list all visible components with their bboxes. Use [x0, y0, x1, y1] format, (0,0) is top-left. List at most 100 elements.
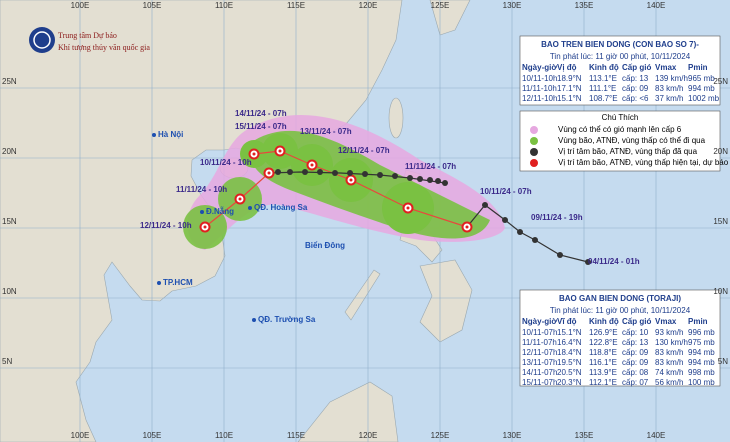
past-position: [317, 169, 323, 175]
longitude-label: 135E: [575, 1, 594, 10]
longitude-label: 125E: [431, 431, 450, 440]
past-position: [442, 180, 448, 186]
past-position: [302, 169, 308, 175]
table-cell: 19.5°N: [557, 358, 582, 367]
table-header: Vmax: [655, 63, 677, 72]
past-position: [407, 175, 413, 181]
past-position: [427, 177, 433, 183]
past-position: [377, 172, 383, 178]
table-cell: 965 mb: [688, 74, 715, 83]
table-cell: 111.1°E: [589, 84, 616, 93]
legend-item: Vị trí tâm bão, ATNĐ, vùng thấp đã qua: [558, 147, 698, 156]
longitude-label: 140E: [647, 431, 666, 440]
longitude-label: 130E: [503, 1, 522, 10]
table-cell: 118.8°E: [589, 348, 617, 357]
table-header: Ngày-giờ: [522, 63, 557, 72]
longitude-label: 135E: [575, 431, 594, 440]
logo-ring: [33, 31, 51, 49]
track-label: 10/11/24 - 10h: [200, 158, 252, 167]
past-position: [275, 169, 281, 175]
longitude-label: 115E: [287, 431, 305, 440]
track-label: 12/11/24 - 07h: [338, 146, 390, 155]
table-cell: 11/11-07h: [522, 338, 557, 347]
latitude-label: 20N: [2, 147, 17, 156]
track-label: 04/11/24 - 01h: [588, 257, 640, 266]
legend-swatch: [530, 148, 538, 156]
legend-swatch: [530, 159, 538, 167]
track-label: 09/11/24 - 19h: [531, 213, 583, 222]
table-header: Vmax: [655, 317, 677, 326]
table-cell: 108.7°E: [589, 94, 618, 103]
storm-core: [310, 163, 314, 167]
longitude-label: 120E: [359, 431, 378, 440]
longitude-label: 100E: [71, 431, 90, 440]
past-position: [392, 173, 398, 179]
longitude-label: 140E: [647, 1, 666, 10]
legend-swatch: [530, 126, 538, 134]
table-box: [519, 289, 721, 387]
table-cell: 975 mb: [688, 338, 715, 347]
table-cell: 18.9°N: [557, 74, 582, 83]
table-cell: 126.9°E: [589, 328, 618, 337]
table-cell: 116.1°E: [589, 358, 617, 367]
track-label: 11/11/24 - 10h: [176, 185, 227, 194]
table-cell: 994 mb: [688, 84, 715, 93]
legend-item: Vùng có thể có gió mạnh lên cấp 6: [558, 125, 682, 134]
table-box: [519, 35, 721, 106]
longitude-label: 105E: [143, 431, 162, 440]
storm-core: [349, 178, 353, 182]
past-position: [332, 170, 338, 176]
storm-core: [267, 171, 271, 175]
longitude-label: 105E: [143, 1, 162, 10]
table-cell: 10/11-07h: [522, 328, 557, 337]
table-cell: 37 km/h: [655, 94, 683, 103]
storm-core: [465, 225, 469, 229]
table-cell: 14/11-07h: [522, 368, 557, 377]
longitude-label: 100E: [71, 1, 90, 10]
table-title: BAO TREN BIEN DONG (CON BAO SO 7)-: [541, 40, 699, 49]
past-position: [557, 252, 563, 258]
table-cell: cấp: 07: [622, 378, 649, 387]
past-position: [585, 259, 591, 265]
track-label: 11/11/24 - 07h: [405, 162, 456, 171]
storm-core: [238, 197, 242, 201]
table-cell: 12/11-10h: [522, 94, 557, 103]
track-label: 10/11/24 - 07h: [480, 187, 532, 196]
longitude-label: 125E: [431, 1, 450, 10]
place-label: QĐ. Trường Sa: [258, 315, 316, 324]
longitude-label: 115E: [287, 1, 305, 10]
table-cell: cấp: <6: [622, 94, 649, 103]
table-header: Cấp gió: [622, 317, 651, 326]
table-cell: 113.9°E: [589, 368, 617, 377]
table-cell: 83 km/h: [655, 358, 683, 367]
table-cell: 18.4°N: [557, 348, 582, 357]
table-cell: 20.3°N: [557, 378, 582, 387]
storm-core: [278, 149, 282, 153]
past-position: [362, 171, 368, 177]
place-dot: [252, 318, 256, 322]
latitude-label: 5N: [718, 357, 728, 366]
table-cell: 994 mb: [688, 348, 715, 357]
legend-item: Vùng bão, ATNĐ, vùng thấp có thể đi qua: [558, 136, 706, 145]
table-cell: 11/11-10h: [522, 84, 557, 93]
table-header: Pmin: [688, 63, 708, 72]
table-cell: 998 mb: [688, 368, 715, 377]
table-cell: 74 km/h: [655, 368, 683, 377]
past-position: [517, 229, 523, 235]
past-position: [435, 178, 441, 184]
table-cell: 130 km/h: [655, 338, 688, 347]
table-cell: 12/11-07h: [522, 348, 557, 357]
latitude-label: 25N: [713, 77, 728, 86]
place-dot: [200, 210, 204, 214]
table-cell: 56 km/h: [655, 378, 683, 387]
place-label: QĐ. Hoàng Sa: [254, 203, 308, 212]
table-header: Pmin: [688, 317, 708, 326]
table-cell: 1002 mb: [688, 94, 720, 103]
track-label: 15/11/24 - 07h: [235, 122, 287, 131]
past-position: [482, 202, 488, 208]
table-issued: Tin phát lúc: 11 giờ 00 phút, 10/11/2024: [550, 306, 691, 315]
table-title: BAO GAN BIEN DONG (TORAJI): [559, 294, 681, 303]
legend-title: Chú Thích: [602, 113, 639, 122]
